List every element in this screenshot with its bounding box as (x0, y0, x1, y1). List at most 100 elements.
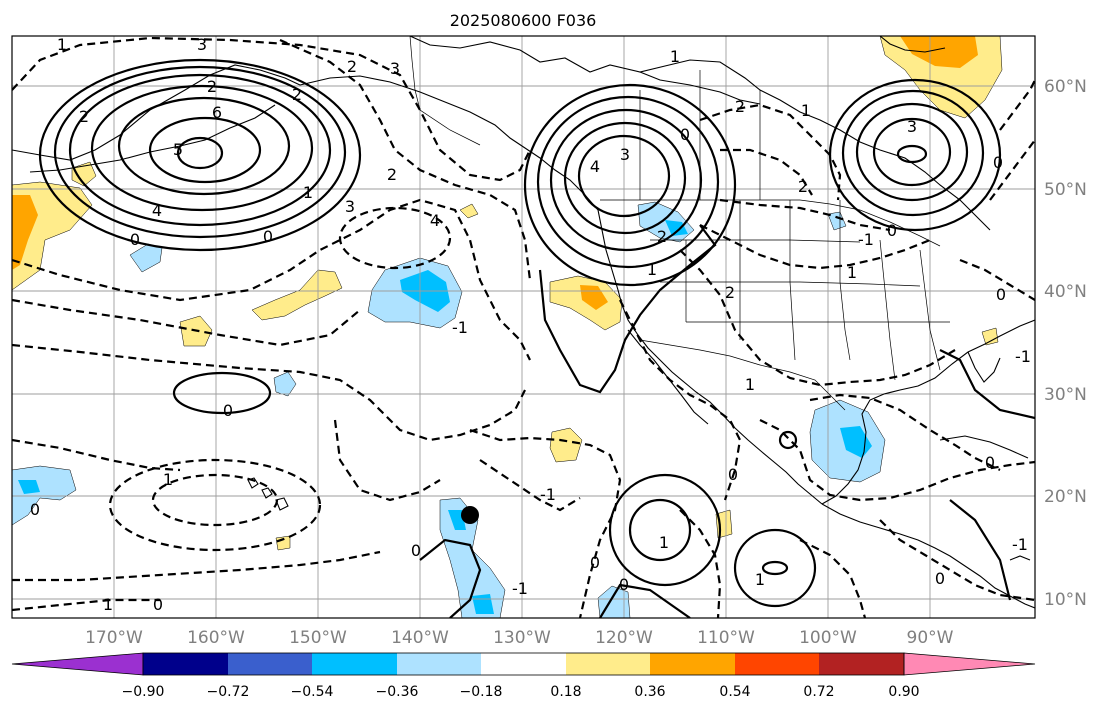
contour-dash-5 (12, 438, 181, 472)
contour-mid-high-outer (538, 224, 717, 394)
contour-dash-10 (619, 299, 742, 501)
contour-dash-8 (469, 428, 622, 618)
contour-label: 3 (345, 197, 355, 216)
shade-negative-west-low-core (18, 480, 40, 494)
contour-dash-12 (699, 224, 931, 270)
contour-dash-16 (759, 419, 1035, 502)
map-title: 2025080600 F036 (450, 11, 597, 30)
contour-mid-high-2 (536, 95, 720, 269)
contour-dash-15 (720, 148, 813, 196)
shade-negative-northwest-us-core (665, 220, 688, 236)
contour-west-high-7 (176, 136, 224, 170)
coast-florida (967, 351, 1001, 383)
contour-label: 2 (347, 57, 357, 76)
contour-dash-loop-hawaii (108, 458, 322, 552)
station-marker (461, 506, 479, 524)
colorbar-segment (228, 653, 312, 675)
coast-central-america (821, 503, 1035, 609)
lon-label-100w: 100°W (799, 628, 857, 648)
contour-label: -1 (1015, 347, 1031, 366)
contour-labels: 1 3 2 3 2 6 5 2 4 0 1 2 3 4 2 0 -1 4 3 2… (30, 35, 1031, 614)
contour-southwest-1 (419, 538, 482, 618)
contour-label: 2 (387, 165, 397, 184)
contour-label: 0 (887, 221, 897, 240)
coast-alaska-west (12, 64, 301, 161)
contour-label: 1 (103, 595, 113, 614)
contour-label: -1 (1012, 535, 1028, 554)
shade-positive-small-4 (549, 427, 583, 463)
contour-label: 2 (798, 177, 808, 196)
contour-dash-3 (12, 343, 526, 442)
contour-label: 0 (619, 575, 629, 594)
contour-label: 0 (411, 541, 421, 560)
contour-label: 1 (303, 183, 313, 202)
colorbar-segment (650, 653, 735, 675)
latitude-axis: 60°N 50°N 40°N 30°N 20°N 10°N (1044, 77, 1087, 610)
colorbar-frame (142, 652, 905, 676)
contour-label: 2 (207, 77, 217, 96)
contour-label: 4 (590, 157, 600, 176)
shade-positive-west-edge-core (12, 195, 38, 270)
contour-label: 0 (153, 595, 163, 614)
contour-label: 0 (130, 230, 140, 249)
lon-label-160w: 160°W (187, 628, 245, 648)
colorbar-segment (481, 653, 566, 675)
contour-dash-22 (679, 509, 722, 618)
contour-dash-6 (12, 550, 381, 582)
contour-mid-high-1 (523, 83, 737, 287)
contour-dash-loop-3 (338, 206, 452, 270)
longitude-axis: 170°W 160°W 150°W 140°W 130°W 120°W 110°… (85, 628, 954, 648)
contour-small-zero-west (172, 371, 272, 415)
colorbar-tick-label: −0.18 (460, 684, 503, 700)
coast-hudson (639, 71, 761, 105)
contour-label: 1 (745, 375, 755, 394)
colorbar-segment (143, 653, 228, 675)
contour-label: 6 (212, 103, 222, 122)
coast-aleutians (29, 104, 276, 173)
border-us-states-6 (839, 200, 851, 361)
contour-east-high-4 (872, 117, 952, 187)
colorbar-tick-label: 0.18 (550, 684, 581, 700)
contour-label: 2 (292, 85, 302, 104)
contour-east-high-3 (855, 102, 969, 202)
contour-label: 3 (197, 35, 207, 54)
contour-dash-21 (959, 258, 1035, 301)
contour-label: 4 (152, 201, 162, 220)
contour-dash-north-1 (12, 36, 531, 182)
lat-label-40n: 40°N (1044, 282, 1087, 302)
contour-dash-7 (12, 598, 160, 612)
contour-label: 3 (907, 117, 917, 136)
contour-west-high-3 (68, 73, 332, 227)
lon-label-120w: 120°W (595, 628, 653, 648)
contour-dash-4 (333, 419, 441, 502)
border-us-states-5 (789, 200, 796, 361)
contour-label: 1 (670, 47, 680, 66)
lat-label-60n: 60°N (1044, 77, 1087, 97)
contour-dash-loop-hawaii-2 (151, 473, 279, 527)
lon-label-170w: 170°W (85, 628, 143, 648)
contour-dash-20 (999, 79, 1035, 131)
colorbar-segment (819, 653, 904, 675)
contour-dash-11 (679, 249, 956, 387)
coast-greenland (879, 36, 946, 53)
contour-label: 1 (647, 260, 657, 279)
contour-east-high-2 (841, 89, 985, 217)
map-background (12, 36, 1035, 618)
contour-label: 1 (659, 533, 669, 552)
contour-label: -1 (512, 579, 528, 598)
coast-cuba (939, 435, 1029, 459)
contour-west-high-5 (117, 96, 291, 196)
contour-label: 1 (57, 35, 67, 54)
coast-canada-north (409, 36, 991, 231)
contour-label: 3 (390, 59, 400, 78)
contour-label: 0 (996, 285, 1006, 304)
contour-small-gulf (778, 430, 798, 450)
coast-caribbean (1009, 555, 1031, 561)
political-borders (409, 36, 950, 411)
colorbar-tick-label: −0.54 (291, 684, 334, 700)
contour-dash-north-2 (279, 38, 532, 281)
shade-negative-small-3 (827, 211, 847, 231)
contour-dash-18 (879, 519, 1035, 602)
contour-layer (12, 36, 1035, 618)
lat-label-10n: 10°N (1044, 590, 1087, 610)
